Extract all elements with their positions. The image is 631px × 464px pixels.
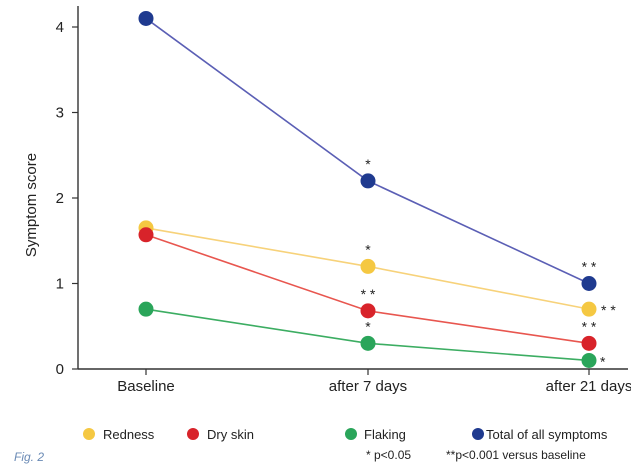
data-point — [581, 352, 597, 368]
data-point — [360, 335, 376, 351]
y-tick-label: 2 — [56, 190, 64, 207]
data-point — [360, 173, 376, 189]
data-point — [581, 301, 597, 317]
significance-marker: * * — [582, 318, 597, 334]
x-tick-label: after 21 days — [546, 378, 631, 395]
data-point — [360, 258, 376, 274]
figure-caption: Fig. 2 — [14, 450, 44, 464]
series-points — [138, 10, 597, 368]
significance-marker: * * — [361, 286, 376, 302]
legend-label-dry-skin: Dry skin — [207, 427, 254, 442]
legend-swatch-total — [472, 428, 484, 440]
data-point — [581, 335, 597, 351]
significance-marker: * — [365, 241, 371, 257]
significance-marker: * — [600, 353, 606, 369]
data-point — [581, 276, 597, 291]
legend-swatch-dry-skin — [187, 428, 199, 440]
note-p005: * p<0.05 — [366, 448, 411, 462]
y-tick-label: 4 — [56, 19, 64, 36]
x-tick-label: Baseline — [117, 378, 175, 395]
data-point — [138, 10, 154, 26]
legend-label-total: Total of all symptoms — [486, 427, 608, 442]
x-tick-label: after 7 days — [329, 378, 407, 395]
legend-swatch-redness — [83, 428, 95, 440]
data-point — [138, 301, 154, 317]
y-tick-label: 0 — [56, 361, 64, 378]
y-tick-label: 1 — [56, 276, 64, 293]
legend-label-redness: Redness — [103, 427, 155, 442]
significance-marker: * — [365, 156, 371, 172]
data-point — [360, 303, 376, 319]
significance-marker: * — [365, 318, 371, 334]
y-axis-label: Symptom score — [23, 153, 40, 257]
axes: 0 1 2 3 4 Baseline after 7 days after 21 days — [56, 6, 631, 395]
note-p0001: **p<0.001 versus baseline — [446, 448, 586, 462]
legend: Redness Dry skin Flaking Total of all sy… — [83, 427, 608, 442]
data-point — [138, 227, 154, 243]
legend-swatch-flaking — [345, 428, 357, 440]
y-tick-label: 3 — [56, 105, 64, 122]
legend-label-flaking: Flaking — [364, 427, 406, 442]
significance-markers: * * * * * * * * * * * * — [361, 156, 617, 370]
significance-marker: * * — [601, 302, 616, 318]
significance-marker: * * — [582, 259, 597, 275]
